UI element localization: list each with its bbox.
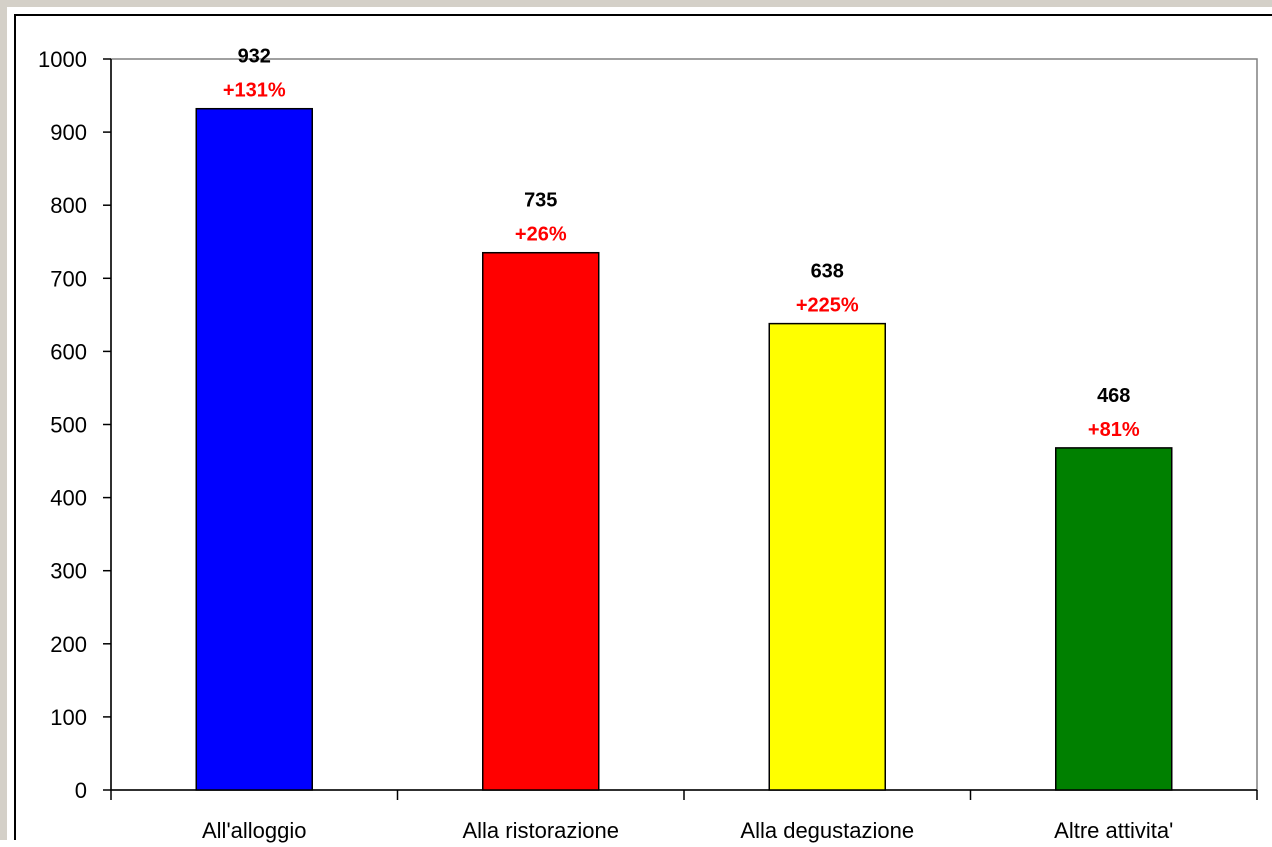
bar: [1055, 447, 1173, 791]
bar-percent-label: +225%: [796, 295, 859, 317]
y-tick-label: 500: [50, 413, 87, 438]
bar-chart: 0 100 200 300 400 500 600 700 800 900 1000 932 +131…: [38, 46, 1258, 843]
y-tick-label: 100: [50, 705, 87, 730]
bar: [195, 107, 313, 791]
bar-value-label: 638: [811, 261, 844, 283]
x-category-label: Altre attivita': [1054, 818, 1173, 843]
bar-percent-label: +131%: [223, 80, 286, 102]
bar: [768, 322, 886, 791]
y-tick-label: 1000: [38, 47, 87, 72]
y-tick-label: 300: [50, 559, 87, 584]
y-tick-label: 700: [50, 266, 87, 291]
x-category-label: Alla ristorazione: [462, 818, 619, 843]
x-category-label: Alla degustazione: [740, 818, 914, 843]
bar-percent-label: +26%: [515, 224, 567, 246]
y-tick-label: 0: [75, 778, 87, 803]
y-tick-label: 600: [50, 339, 87, 364]
bar-value-label: 468: [1097, 385, 1130, 407]
chart-area: [14, 14, 1272, 840]
y-tick-label: 800: [50, 193, 87, 218]
bar: [482, 251, 600, 791]
y-tick-label: 900: [50, 120, 87, 145]
bar-value-label: 735: [524, 190, 557, 212]
bar-value-label: 932: [238, 46, 271, 68]
x-category-label: All'alloggio: [202, 818, 307, 843]
y-tick-label: 200: [50, 632, 87, 657]
y-tick-label: 400: [50, 486, 87, 511]
bar-percent-label: +81%: [1088, 419, 1140, 441]
